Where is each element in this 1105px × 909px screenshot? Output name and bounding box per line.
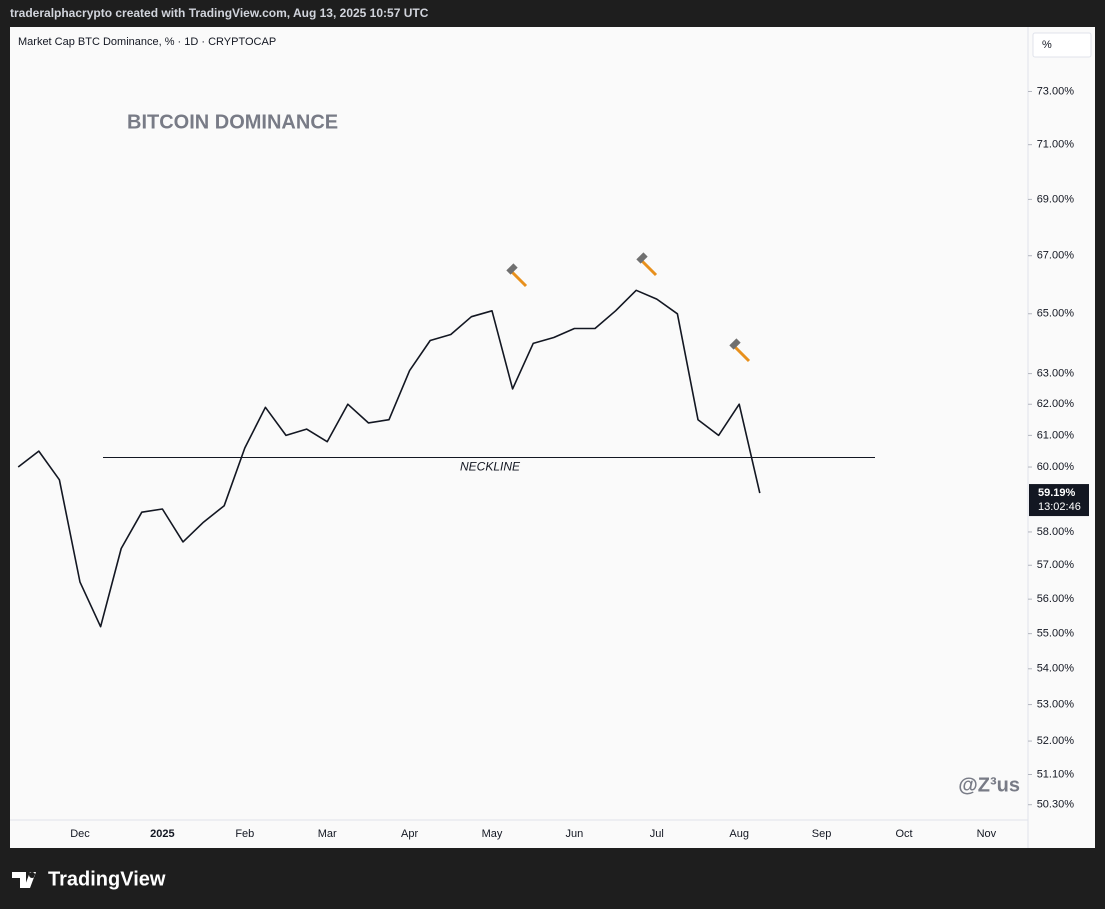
y-tick-label: 61.00%	[1037, 429, 1075, 441]
x-tick-label: Feb	[235, 828, 254, 840]
y-tick-label: 52.00%	[1037, 735, 1075, 747]
y-tick-label: 56.00%	[1037, 593, 1075, 605]
y-tick-label: 53.00%	[1037, 698, 1075, 710]
x-tick-label: May	[482, 828, 503, 840]
y-tick-label: 62.00%	[1037, 398, 1075, 410]
y-tick-label: 73.00%	[1037, 85, 1075, 97]
hammer-icon	[506, 263, 528, 288]
last-price-label: 59.19%	[1038, 487, 1076, 499]
y-tick-label: 65.00%	[1037, 308, 1075, 320]
y-tick-label: 71.00%	[1037, 139, 1075, 151]
y-tick-label: 57.00%	[1037, 559, 1075, 571]
y-tick-label: 63.00%	[1037, 368, 1075, 380]
attribution: traderalphacrypto created with TradingVi…	[10, 6, 429, 20]
scale-button[interactable]	[1032, 32, 1092, 58]
price-line	[17, 289, 761, 628]
y-tick-label: 60.00%	[1037, 461, 1075, 473]
x-tick-label: Apr	[401, 828, 418, 840]
chart-title: Market Cap BTC Dominance, % · 1D · CRYPT…	[18, 36, 276, 48]
x-tick-label: Jun	[566, 828, 584, 840]
y-tick-label: 69.00%	[1037, 193, 1075, 205]
scale-button-label[interactable]: %	[1042, 39, 1052, 51]
watermark: @Z³us	[958, 774, 1020, 796]
x-tick-label: Oct	[895, 828, 912, 840]
x-tick-label: Dec	[70, 828, 90, 840]
y-tick-label: 58.00%	[1037, 526, 1075, 538]
x-tick-label: Nov	[977, 828, 997, 840]
neckline-label: NECKLINE	[460, 460, 521, 474]
y-tick-label: 50.30%	[1037, 799, 1075, 811]
hammer-icon	[729, 338, 751, 363]
x-tick-label: Mar	[318, 828, 337, 840]
chart-panel	[10, 27, 1095, 848]
countdown: 13:02:46	[1038, 501, 1081, 513]
x-tick-label: Jul	[650, 828, 664, 840]
x-tick-label: 2025	[150, 828, 174, 840]
x-tick-label: Aug	[729, 828, 749, 840]
y-tick-label: 51.10%	[1037, 768, 1075, 780]
last-price-tag	[1029, 484, 1089, 517]
annotation: BITCOIN DOMINANCE	[127, 111, 338, 133]
y-tick-label: 55.00%	[1037, 628, 1075, 640]
logo-text: TradingView	[48, 868, 166, 890]
y-tick-label: 67.00%	[1037, 250, 1075, 262]
y-tick-label: 54.00%	[1037, 663, 1075, 675]
hammer-icon	[636, 252, 658, 277]
logo: TradingView	[12, 868, 166, 890]
x-tick-label: Sep	[812, 828, 832, 840]
